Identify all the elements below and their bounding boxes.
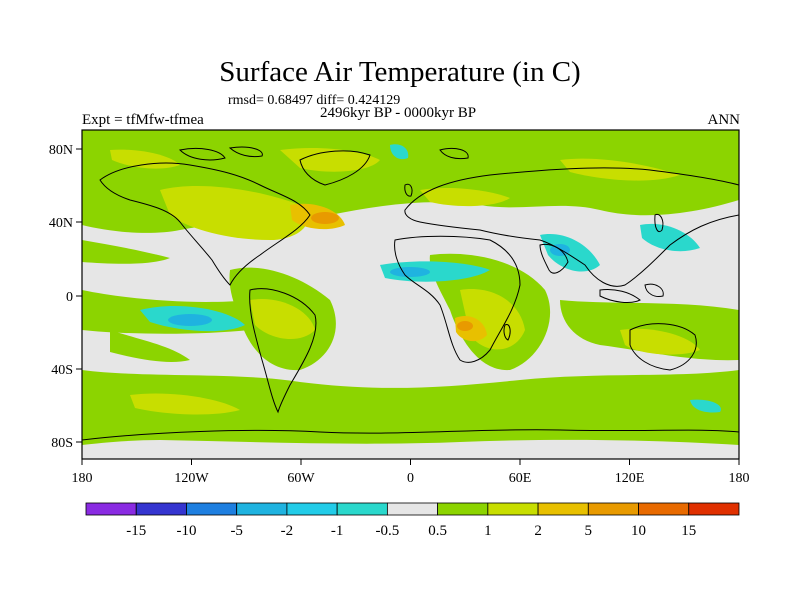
x-tick-180e: 180	[729, 471, 750, 486]
colorbar-label: 0.5	[428, 523, 447, 539]
colorbar-swatch	[537, 502, 589, 516]
colorbar-swatch	[186, 502, 238, 516]
colorbar-swatch	[487, 502, 539, 516]
colorbar-swatch	[286, 502, 338, 516]
colorbar-label: 1	[484, 523, 492, 539]
stats-line: rmsd= 0.68497 diff= 0.424129	[228, 93, 401, 108]
colorbar-swatch	[336, 502, 388, 516]
y-tick-0: 0	[66, 290, 73, 305]
map-title: Surface Air Temperature (in C)	[219, 56, 581, 88]
x-tick-60w: 60W	[287, 471, 315, 486]
x-tick-120e: 120E	[615, 471, 645, 486]
colorbar-label: -5	[230, 523, 243, 539]
x-tick-0: 0	[407, 471, 414, 486]
period-line: 2496kyr BP - 0000kyr BP	[320, 105, 477, 121]
x-tick-60e: 60E	[509, 471, 532, 486]
season-label: ANN	[707, 112, 741, 128]
colorbar-swatch	[236, 502, 288, 516]
y-tick-80s: 80S	[51, 436, 73, 451]
colorbar-label: 2	[534, 523, 542, 539]
colorbar-label: 5	[585, 523, 593, 539]
coastlines	[82, 146, 739, 441]
colorbar-label: -0.5	[376, 523, 400, 539]
temperature-field	[82, 130, 739, 459]
colorbar-swatch	[587, 502, 639, 516]
colorbar-swatch	[135, 502, 187, 516]
experiment-label: Expt = tfMfw-tfmea	[82, 112, 204, 128]
warm-anomaly-peak	[311, 212, 473, 331]
axis-ticks	[76, 148, 740, 465]
y-tick-40n: 40N	[49, 216, 73, 231]
y-tick-80n: 80N	[49, 143, 73, 158]
colorbar-swatch	[638, 502, 690, 516]
colorbar-swatch	[437, 502, 489, 516]
colorbar: -15 -10 -5 -2 -1 -0.5 0.5 1 2 5 10 15	[85, 502, 740, 539]
colorbar-label: -10	[176, 523, 196, 539]
y-tick-40s: 40S	[51, 363, 73, 378]
x-tick-120w: 120W	[174, 471, 209, 486]
colorbar-label: 10	[631, 523, 646, 539]
colorbar-label: -2	[281, 523, 294, 539]
colorbar-swatch	[688, 502, 740, 516]
colorbar-label: -15	[126, 523, 146, 539]
colorbar-swatch	[386, 502, 439, 516]
x-tick-180w: 180	[72, 471, 93, 486]
colorbar-label: -1	[331, 523, 344, 539]
colorbar-swatch	[85, 502, 137, 516]
colorbar-label: 15	[681, 523, 696, 539]
